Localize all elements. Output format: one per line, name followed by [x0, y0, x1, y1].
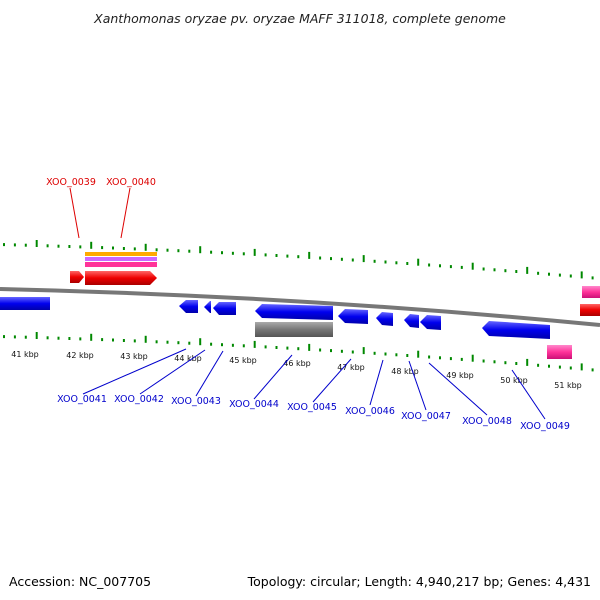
- scale-label: 51 kbp: [554, 381, 582, 390]
- gene-label-xoo-0046[interactable]: XOO_0046: [345, 406, 395, 417]
- gene-label-xoo-0042[interactable]: XOO_0042: [114, 394, 164, 405]
- top-gene-labels: XOO_0039 XOO_0040: [46, 177, 156, 239]
- scale-label: 50 kbp: [500, 376, 528, 385]
- gene-arrow-forward[interactable]: [70, 271, 84, 283]
- leader-line: [408, 360, 427, 411]
- leader-line: [69, 187, 80, 239]
- scale-label: 41 kbp: [11, 350, 39, 359]
- scale-label: 48 kbp: [391, 367, 419, 376]
- page-title: Xanthomonas oryzae pv. oryzae MAFF 31101…: [93, 11, 506, 26]
- leader-line: [253, 354, 293, 400]
- leader-line: [312, 358, 352, 403]
- gene-arrow-reverse[interactable]: [204, 301, 211, 313]
- gene-label-xoo-0049[interactable]: XOO_0049: [520, 421, 570, 432]
- scale-labels: 41 kbp 42 kbp 43 kbp 44 kbp 45 kbp 46 kb…: [11, 350, 582, 390]
- leader-line: [82, 348, 187, 395]
- scale-label: 45 kbp: [229, 356, 257, 365]
- gene-label-xoo-0041[interactable]: XOO_0041: [57, 394, 107, 405]
- leader-line: [369, 359, 384, 406]
- tick-row-top: [3, 240, 594, 280]
- gene-arrow-reverse[interactable]: [0, 297, 50, 310]
- gene-arrow-reverse[interactable]: [179, 300, 198, 313]
- gene-arrow-reverse[interactable]: [420, 315, 441, 330]
- accession-text: Accession: NC_007705: [9, 574, 151, 589]
- scale-label: 42 kbp: [66, 351, 94, 360]
- leader-line: [195, 350, 224, 397]
- scale-label: 49 kbp: [446, 371, 474, 380]
- annotation-track-purple: [85, 257, 157, 261]
- leader-line: [139, 349, 206, 395]
- scale-label: 43 kbp: [120, 352, 148, 361]
- pseudo-gene-box[interactable]: [255, 322, 333, 337]
- leader-line: [428, 362, 488, 416]
- leader-line: [511, 369, 546, 420]
- scale-label: 46 kbp: [283, 359, 311, 368]
- gene-arrow-reverse[interactable]: [255, 304, 333, 320]
- bottom-gene-labels: XOO_0041 XOO_0042 XOO_0043 XOO_0044 XOO_…: [57, 348, 570, 432]
- gene-arrow-reverse[interactable]: [213, 302, 236, 315]
- gene-label-xoo-0043[interactable]: XOO_0043: [171, 396, 221, 407]
- genome-backbone: [0, 287, 600, 327]
- gene-label-xoo-0045[interactable]: XOO_0045: [287, 402, 337, 413]
- gene-label-xoo-0047[interactable]: XOO_0047: [401, 411, 451, 422]
- gene-arrow-reverse[interactable]: [404, 314, 419, 328]
- annotation-track-orange: [85, 252, 157, 256]
- genome-summary-text: Topology: circular; Length: 4,940,217 bp…: [247, 574, 591, 589]
- rna-gene-box[interactable]: [547, 345, 572, 359]
- gene-label-xoo-0040[interactable]: XOO_0040: [106, 177, 156, 188]
- tick-row-bottom: [3, 332, 594, 372]
- rna-gene-box[interactable]: [582, 286, 600, 298]
- leader-line: [120, 187, 131, 239]
- gene-arrow-forward[interactable]: [580, 304, 600, 316]
- scale-label: 44 kbp: [174, 354, 202, 363]
- gene-label-xoo-0044[interactable]: XOO_0044: [229, 399, 279, 410]
- gene-label-xoo-0048[interactable]: XOO_0048: [462, 416, 512, 427]
- gene-label-xoo-0039[interactable]: XOO_0039: [46, 177, 96, 188]
- annotation-track-pink: [85, 262, 157, 267]
- gene-arrow-reverse[interactable]: [338, 309, 368, 324]
- gene-arrow-reverse[interactable]: [376, 312, 393, 326]
- gene-arrow-reverse[interactable]: [482, 321, 550, 339]
- gene-arrow-forward[interactable]: [85, 271, 157, 285]
- scale-label: 47 kbp: [337, 363, 365, 372]
